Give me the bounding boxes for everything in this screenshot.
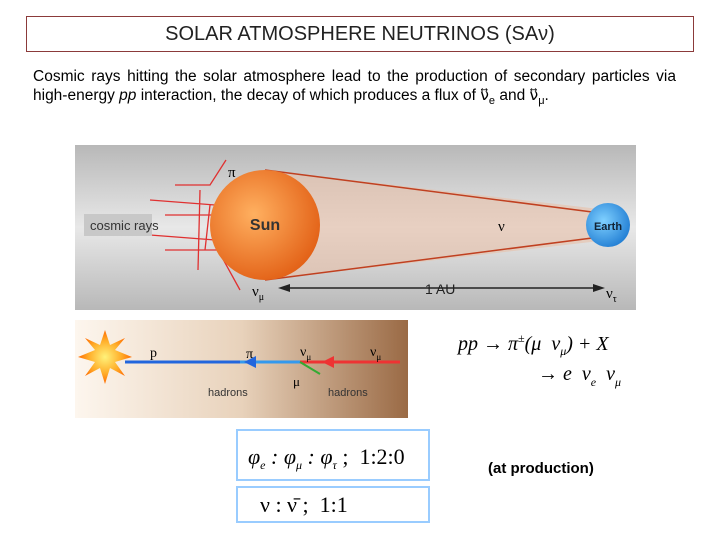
note: (at production) xyxy=(488,460,594,477)
formula-part: ; 1:2:0 xyxy=(337,444,405,469)
formula-part: (μ ν xyxy=(525,333,561,355)
formula-box xyxy=(236,486,430,523)
label: μ xyxy=(293,374,300,389)
formula-part: : φ xyxy=(266,444,297,469)
muon-track xyxy=(299,361,321,375)
intro-paragraph: Cosmic rays hitting the solar atmosphere… xyxy=(33,67,676,111)
subscript: μ xyxy=(559,344,566,358)
symbol: ν⃡ xyxy=(480,87,489,104)
label: π xyxy=(246,347,253,362)
neutrino-cone xyxy=(265,170,608,280)
intro-text: interaction, the decay of which produces… xyxy=(140,87,476,104)
formula-box xyxy=(236,429,430,481)
symbol: ν xyxy=(370,345,376,360)
subscript: τ xyxy=(613,294,617,305)
formula-line: pp → π±(μ νμ) + X xyxy=(456,331,609,358)
nu-e: ν⃡e xyxy=(480,87,496,108)
subscript: μ xyxy=(376,352,381,362)
label: 1 AU xyxy=(425,281,455,297)
star xyxy=(78,330,132,384)
subscript: μ xyxy=(614,375,621,389)
reaction-formula: pp → π±(μ νμ) + X → e νe νμ xyxy=(456,331,621,389)
subscript: μ xyxy=(306,352,311,362)
earth xyxy=(586,203,630,247)
label: p xyxy=(150,346,157,361)
flavor-ratio: φe : φμ : φτ ; 1:2:0 xyxy=(248,444,405,472)
label: Sun xyxy=(250,217,280,234)
label: ν xyxy=(498,219,505,235)
diagram-decay: p π νμ νμ hadrons μ hadrons xyxy=(75,320,408,418)
sun xyxy=(210,170,320,280)
subscript: e xyxy=(260,458,266,472)
cone-edge xyxy=(264,236,601,281)
intro-and: and xyxy=(499,87,526,104)
diagram-solar: π cosmic rays Sun ν Earth νμ 1 AU ντ xyxy=(75,145,636,310)
subscript: μ xyxy=(295,458,302,472)
label: νμ xyxy=(252,284,264,303)
nu-ratio: ν : ν̄ ; 1:1 xyxy=(260,492,348,517)
label: Earth xyxy=(594,221,622,233)
subscript: e xyxy=(591,375,597,389)
arrow-head xyxy=(278,284,290,292)
diagram-background xyxy=(75,320,408,418)
intro-text: Cosmic rays hitting the solar atmosphere… xyxy=(33,68,676,104)
symbol: ν xyxy=(606,286,613,302)
slide-title: SOLAR ATMOSPHERE NEUTRINOS (SAν) xyxy=(26,16,694,52)
formula-part: ) + X xyxy=(565,333,609,355)
label: hadrons xyxy=(328,387,368,399)
formula-part: φ xyxy=(248,444,260,469)
subscript: e xyxy=(488,95,496,108)
cone-edge xyxy=(264,169,601,214)
arrow-head xyxy=(593,284,605,292)
subscript: μ xyxy=(538,95,545,108)
formula-line: → e νe νμ xyxy=(538,363,621,389)
symbol: ν xyxy=(300,345,306,360)
label: νμ xyxy=(370,345,381,362)
formula-part: ν xyxy=(596,363,615,385)
nu-mu: ν⃡μ xyxy=(529,87,545,108)
label: π xyxy=(228,165,236,181)
subscript: τ xyxy=(333,458,338,472)
arrow-head xyxy=(244,356,256,368)
formula-part: : φ xyxy=(302,444,333,469)
subscript: μ xyxy=(259,292,264,303)
symbol: ν xyxy=(252,284,259,300)
label-box xyxy=(84,214,152,236)
formula-part: pp → π xyxy=(456,333,519,355)
intro-end: . xyxy=(544,87,549,104)
label: νμ xyxy=(300,345,311,362)
intro-pp: pp xyxy=(119,87,137,104)
arrow-head xyxy=(322,356,334,368)
superscript: ± xyxy=(518,331,525,345)
label: cosmic rays xyxy=(90,218,159,233)
symbol: ν⃡ xyxy=(529,87,539,104)
formula-part: → e ν xyxy=(538,363,591,385)
label: hadrons xyxy=(208,387,248,399)
label: ντ xyxy=(606,286,617,305)
